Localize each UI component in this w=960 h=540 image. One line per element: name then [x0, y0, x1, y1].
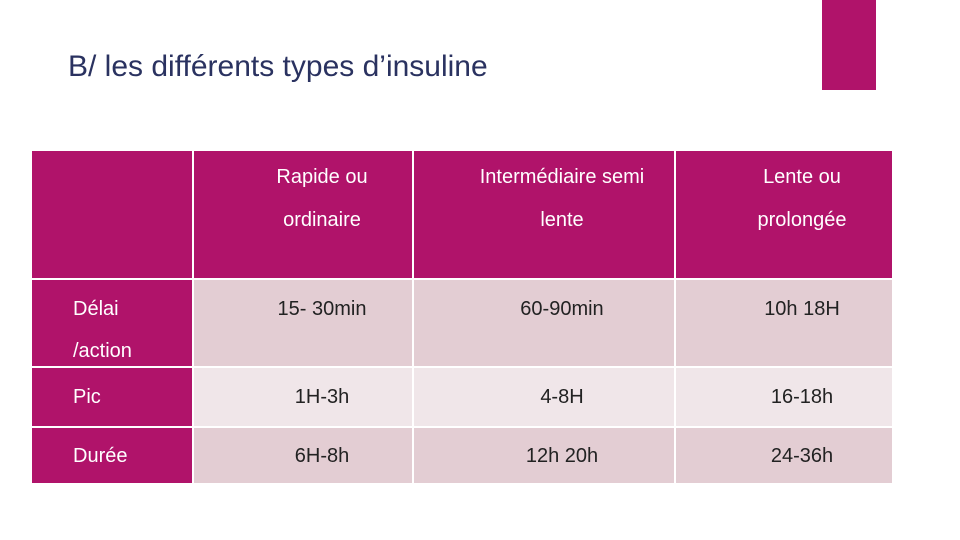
body-cell	[675, 427, 893, 484]
cell-value: 6H-8h	[294, 444, 350, 467]
body-cell	[193, 367, 413, 427]
cell-value: 4-8H	[540, 386, 584, 408]
cell-value: 12h 20h	[525, 444, 599, 467]
row-label: /action	[73, 340, 132, 362]
column-header: ordinaire	[283, 209, 361, 231]
cell-value: 16-18h	[770, 386, 834, 408]
row-header-cell	[31, 427, 193, 484]
header-cell	[413, 150, 675, 279]
body-cell	[193, 427, 413, 484]
accent-bar	[822, 0, 876, 90]
cell-value: 15- 30min	[277, 298, 367, 320]
body-cell	[413, 367, 675, 427]
row-label: Pic	[73, 386, 101, 408]
cell-value: 24-36h	[770, 444, 834, 467]
header-cell	[675, 150, 893, 279]
header-cell	[193, 150, 413, 279]
row-label: Durée	[73, 444, 128, 467]
body-cell	[413, 279, 675, 367]
column-header: prolongée	[757, 209, 847, 231]
cell-value: 60-90min	[520, 298, 604, 320]
header-cell	[31, 150, 193, 279]
body-cell	[193, 279, 413, 367]
slide-title: B/ les différents types d’insuline	[68, 50, 488, 83]
row-header-cell	[31, 367, 193, 427]
row-label: Délai	[73, 298, 119, 320]
column-header: lente	[540, 209, 584, 231]
column-header: Intermédiaire semi	[479, 166, 645, 188]
body-cell	[675, 367, 893, 427]
body-cell	[413, 427, 675, 484]
column-header: Rapide ou	[276, 166, 368, 188]
column-header: Lente ou	[763, 166, 841, 188]
body-cell	[675, 279, 893, 367]
row-header-cell	[31, 279, 193, 367]
cell-value: 1H-3h	[294, 386, 350, 408]
cell-value: 10h 18H	[764, 298, 840, 320]
